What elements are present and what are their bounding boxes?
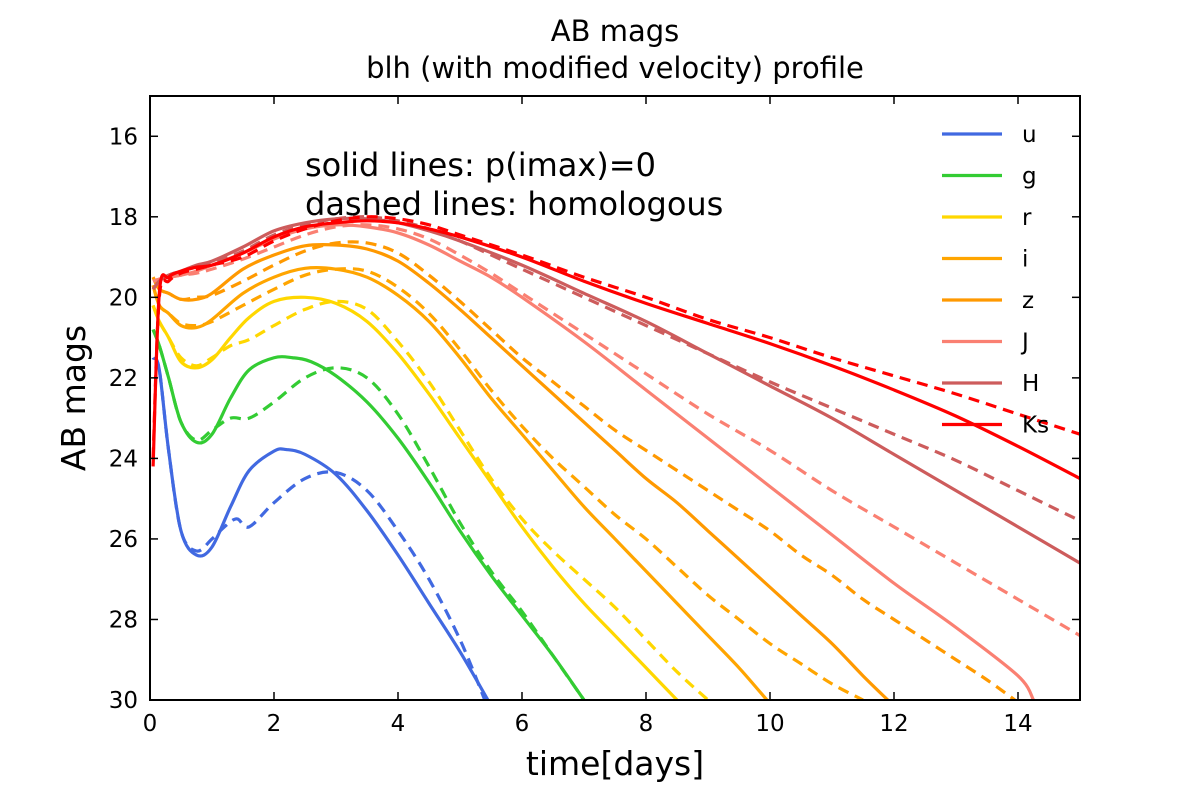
y-tick-label: 24 [109,446,138,472]
series-u-dashed [151,356,487,700]
x-tick-label: 14 [1003,711,1032,737]
x-tick-label: 4 [391,711,406,737]
series-Ks-dashed [151,215,1080,459]
y-tick-label: 28 [109,607,138,633]
series-r-dashed [151,299,710,700]
y-tick-label: 22 [109,366,138,392]
annotation-solid: solid lines: p(imax)=0 [305,146,656,184]
series-i-solid [151,266,769,700]
legend-label-u: u [1022,122,1037,148]
x-tick-label: 0 [143,711,158,737]
series-r-solid [151,295,679,700]
series-z-solid [151,242,889,700]
y-tick-label: 20 [109,285,138,311]
x-tick-label: 10 [755,711,784,737]
annotation-dashed: dashed lines: homologous [305,185,723,223]
series-z-dashed [151,240,1016,700]
y-tick-label: 26 [109,527,138,553]
x-axis-label: time[days] [526,744,704,783]
y-tick-label: 30 [109,688,138,714]
series-H-solid [151,216,1080,565]
legend-label-i: i [1022,247,1028,273]
y-axis-label: AB mags [54,325,93,471]
x-tick-label: 2 [267,711,282,737]
series-J-dashed [152,223,1080,637]
legend-label-J: J [1020,330,1029,356]
chart-subtitle: blh (with modified velocity) profile [366,51,864,85]
legend-label-r: r [1022,205,1032,231]
series-g-solid [151,328,586,700]
y-tick-label: 18 [109,205,138,231]
series-layer [151,215,1080,700]
y-tick-label: 16 [109,124,138,150]
legend-label-Ks: Ks [1022,413,1049,439]
series-u-solid [151,356,490,700]
legend-label-g: g [1022,164,1037,190]
x-tick-label: 6 [515,711,530,737]
series-Ks-solid [151,219,1080,480]
legend-label-z: z [1022,288,1034,314]
legend-label-H: H [1022,371,1039,397]
x-tick-label: 8 [639,711,654,737]
x-tick-label: 12 [879,711,908,737]
series-J-solid [152,223,1035,700]
plot-frame [149,95,1081,701]
chart-title: AB mags [551,14,680,48]
